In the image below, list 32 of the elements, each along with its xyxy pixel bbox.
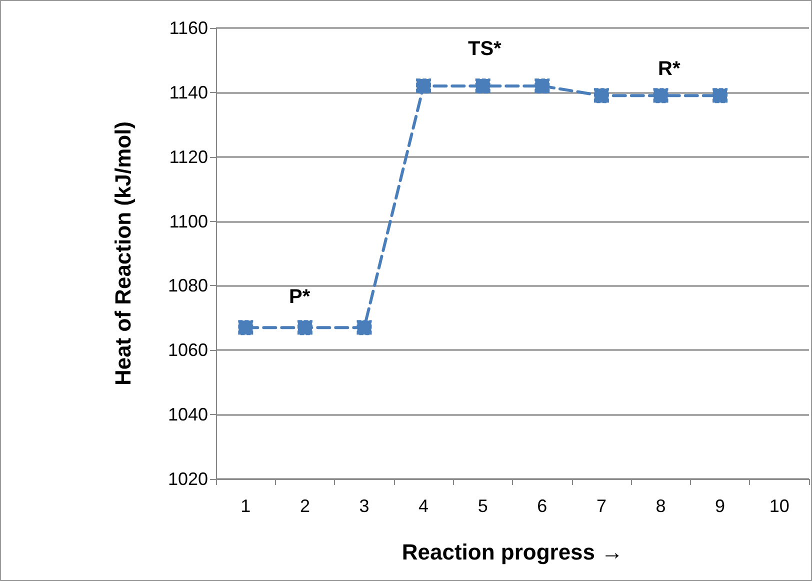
x-tick-label: 4	[418, 496, 429, 516]
point	[238, 320, 254, 336]
y-tick-label: 1160	[169, 18, 208, 38]
x-tick-label: 9	[715, 496, 726, 516]
point	[475, 78, 490, 94]
x-tick-label: 1	[240, 496, 251, 516]
annotation: TS*	[468, 38, 502, 60]
x-axis-title: Reaction progress →	[402, 540, 624, 564]
point	[416, 78, 432, 94]
x-tick-label: 8	[656, 496, 666, 516]
point	[534, 78, 550, 94]
x-tick-label: 3	[359, 496, 370, 516]
x-tick-label: 6	[537, 496, 548, 516]
annotation: R*	[658, 58, 680, 80]
y-tick-label: 1060	[168, 340, 208, 360]
y-tick-label: 1080	[168, 276, 208, 296]
point	[297, 320, 312, 336]
y-tick-label: 1140	[169, 82, 208, 102]
y-tick-label: 1020	[168, 469, 208, 489]
y-tick-label: 1120	[169, 146, 208, 167]
point	[712, 88, 728, 104]
x-tick-label: 7	[596, 496, 606, 516]
x-tick-label: 5	[478, 496, 488, 516]
y-tick-label: 1100	[169, 211, 208, 232]
point	[653, 88, 668, 104]
point	[594, 88, 609, 104]
x-tick-label: 10	[769, 496, 790, 516]
annotation: P*	[289, 286, 310, 308]
x-tick-label: 2	[300, 496, 310, 516]
y-tick-label: 1040	[168, 404, 208, 425]
point	[356, 320, 372, 336]
y-axis-title: Heat of Reaction (kJ/mol)	[110, 121, 136, 386]
